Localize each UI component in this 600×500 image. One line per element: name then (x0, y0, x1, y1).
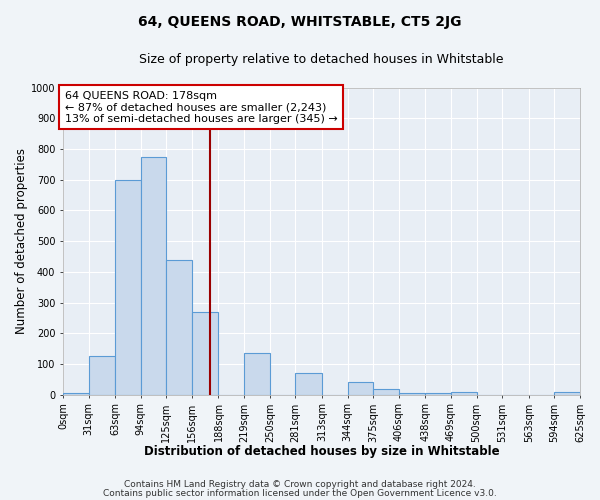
Bar (425, 393, 451, 394)
Bar (347, 382, 373, 394)
Bar (295, 373, 322, 394)
Bar (140, 156, 166, 394)
Title: Size of property relative to detached houses in Whitstable: Size of property relative to detached ho… (139, 52, 504, 66)
X-axis label: Distribution of detached houses by size in Whitstable: Distribution of detached houses by size … (143, 444, 499, 458)
Bar (63, 393, 89, 394)
Y-axis label: Number of detached properties: Number of detached properties (15, 148, 28, 334)
Text: 64, QUEENS ROAD, WHITSTABLE, CT5 2JG: 64, QUEENS ROAD, WHITSTABLE, CT5 2JG (138, 15, 462, 29)
Text: 64 QUEENS ROAD: 178sqm
← 87% of detached houses are smaller (2,243)
13% of semi-: 64 QUEENS ROAD: 178sqm ← 87% of detached… (65, 90, 337, 124)
Bar (373, 388, 399, 394)
Bar (166, 260, 192, 394)
Text: Contains public sector information licensed under the Open Government Licence v3: Contains public sector information licen… (103, 489, 497, 498)
Bar (244, 353, 270, 395)
Text: Contains HM Land Registry data © Crown copyright and database right 2024.: Contains HM Land Registry data © Crown c… (124, 480, 476, 489)
Bar (554, 392, 580, 394)
Bar (115, 180, 140, 394)
Bar (89, 356, 115, 395)
Bar (192, 312, 218, 394)
Bar (451, 392, 476, 394)
Bar (399, 393, 425, 394)
